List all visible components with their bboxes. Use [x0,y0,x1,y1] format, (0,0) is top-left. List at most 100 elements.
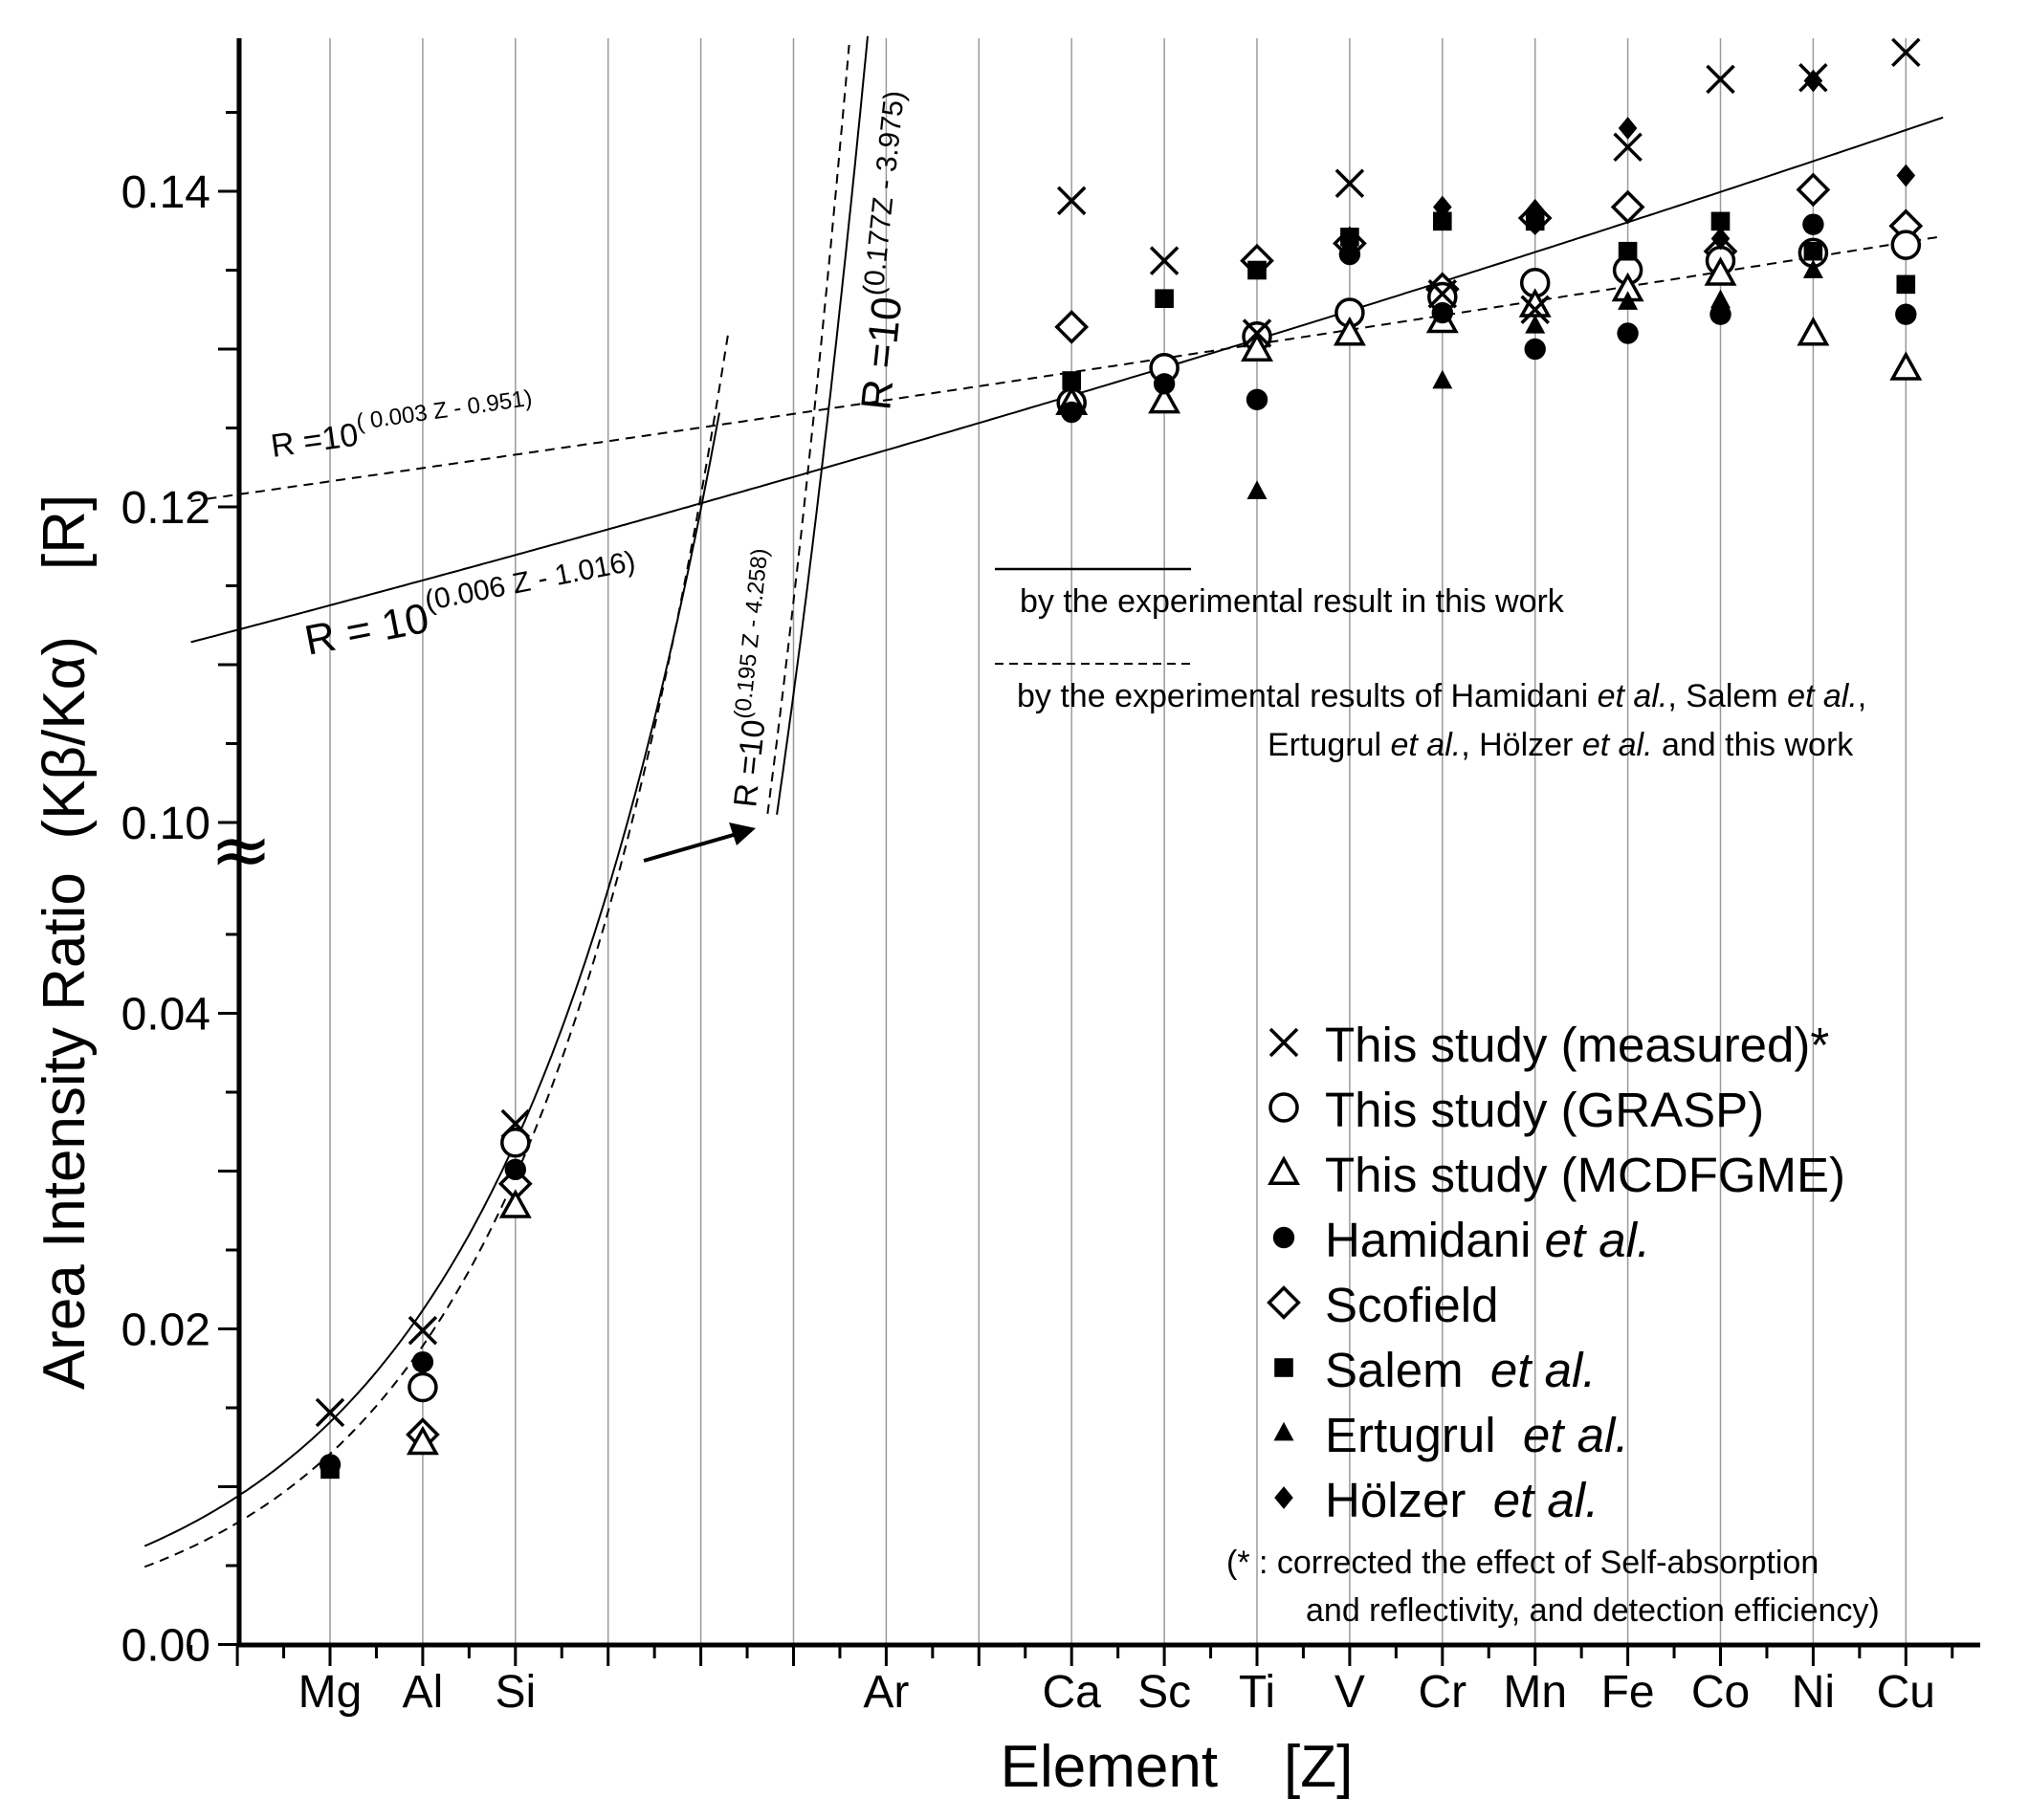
x-tick-label-fe: Fe [1601,1667,1655,1718]
point-triangle-filled-0 [1246,480,1268,499]
point-triangle-open-4 [1241,332,1273,362]
y-tick-label: 0.02 [121,1305,210,1356]
legend-label: This study (GRASP) [1325,1083,1764,1137]
fit-line-lower-dashed [143,330,730,1568]
point-x-5 [1242,318,1272,348]
point-x-6 [1334,168,1365,198]
axes [189,38,1980,1666]
point-square-filled-2 [1155,289,1174,308]
point-x-8 [1520,295,1550,324]
legend-label: Ertugrul et al. [1325,1408,1629,1462]
formula-lower-solid: R =10(0.177Z - 3.975) [846,89,933,412]
data-points [315,37,1924,1480]
point-diamond-filled-6 [1896,164,1916,187]
x-tick-label-mg: Mg [298,1667,363,1718]
x-tick-label-si: Si [495,1667,536,1718]
point-circle-filled-0 [319,1454,342,1476]
x-tick-label-cr: Cr [1418,1667,1467,1718]
legend-label: Salem et al. [1325,1343,1596,1397]
legend-item-3: Hamidani et al. [1272,1213,1650,1267]
point-circle-filled-2 [504,1158,526,1181]
point-square-filled-5 [1433,211,1452,231]
point-triangle-filled-5 [1802,259,1823,278]
point-triangle-filled-1 [1432,369,1453,389]
point-diamond-filled-4 [1710,227,1731,251]
point-circle-filled-5 [1246,388,1268,410]
point-square-filled-3 [1247,260,1267,280]
x-tick-label-ca: Ca [1043,1667,1102,1718]
fit-line-upper-dashed [190,235,1944,502]
point-diamond-filled-2 [1525,198,1545,222]
point-x-4 [1149,246,1180,275]
point-triangle-open-9 [1704,256,1737,286]
legend-marker-circle-open [1268,1092,1299,1123]
axis-break-symbol: ≈ [210,807,272,893]
x-tick-label-al: Al [403,1667,444,1718]
point-square-filled-1 [1062,371,1081,390]
point-x-7 [1427,279,1458,309]
point-triangle-open-5 [1333,316,1366,346]
legend-item-6: Ertugrul et al. [1273,1408,1629,1462]
x-tick-label-ar: Ar [863,1667,909,1718]
legend-marker-diamond-filled [1274,1486,1293,1509]
legend-item-2: This study (MCDFGME) [1268,1148,1845,1202]
formula-lower-dashed: R =10(0.195 Z - 4.258) [720,547,790,809]
line-key-dashed-label-1: by the experimental results of Hamidani … [1017,678,1866,714]
point-square-filled-9 [1803,241,1823,261]
point-circle-open-1 [500,1128,531,1158]
point-triangle-filled-4 [1710,289,1731,309]
y-tick-label: 0.04 [121,990,210,1041]
legend-marker-diamond-open [1267,1285,1301,1320]
x-axis-title: Element [Z] [1001,1734,1354,1800]
y-tick-label: 0.14 [121,167,210,218]
point-circle-filled-1 [411,1350,434,1373]
formula-upper-dashed: R =10( 0.003 Z - 0.951) [268,385,537,465]
point-x-12 [1891,37,1921,68]
y-tick-label: 0.00 [121,1621,210,1672]
break-arrow [643,832,738,863]
footnote-line-2: and reflectivity, and detection efficien… [1306,1592,1880,1629]
point-x-2 [500,1108,531,1139]
line-key-dashed-label-2: Ertugrul et al., Hölzer et al. and this … [1268,727,1854,763]
point-diamond-open-9 [1796,172,1831,208]
point-x-3 [1056,186,1087,216]
legend-item-4: Scofield [1267,1278,1498,1332]
x-tick-label-ni: Ni [1792,1667,1835,1718]
point-diamond-filled-1 [1433,195,1452,219]
legend-marker-circle-filled [1272,1226,1295,1249]
x-tick-label-mn: Mn [1503,1667,1567,1718]
legend-label: Scofield [1325,1278,1498,1332]
point-circle-filled-12 [1895,303,1917,325]
point-circle-filled-8 [1524,338,1546,361]
fit-line-steep-solid [776,35,869,815]
x-tick-label-co: Co [1691,1667,1750,1718]
point-circle-filled-9 [1617,322,1639,344]
x-tick-label-v: V [1334,1667,1365,1718]
point-diamond-open-2 [1054,310,1090,344]
legend-marker-square-filled [1274,1358,1293,1377]
fit-line-steep-dashed [766,44,850,815]
y-axis-title: Area Intensity Ratio (Kβ/Kα) [R] [32,494,98,1390]
point-diamond-filled-5 [1803,69,1823,93]
line-key-solid-label: by the experimental result in this work [1020,583,1565,620]
point-diamond-filled-0 [1340,230,1359,253]
point-circle-open-11 [1890,230,1922,260]
point-x-9 [1613,132,1643,163]
x-tick-label-cu: Cu [1877,1667,1935,1718]
point-square-filled-8 [1710,211,1731,231]
legend-item-7: Hölzer et al. [1274,1473,1599,1527]
point-triangle-open-10 [1797,316,1830,346]
point-circle-filled-7 [1431,301,1454,324]
legend-label: Hölzer et al. [1325,1473,1599,1527]
point-x-1 [408,1315,438,1346]
break-arrow-head [729,822,756,845]
point-diamond-filled-3 [1618,117,1638,140]
point-circle-open-0 [408,1371,438,1403]
legend-label: This study (measured)* [1325,1018,1829,1072]
legend-label: This study (MCDFGME) [1325,1148,1845,1202]
point-x-10 [1706,64,1735,95]
formula-upper-solid: R = 10(0.006 Z - 1.016) [299,545,643,665]
point-triangle-filled-2 [1525,315,1546,334]
legend-item-0: This study (measured)* [1268,1018,1829,1072]
